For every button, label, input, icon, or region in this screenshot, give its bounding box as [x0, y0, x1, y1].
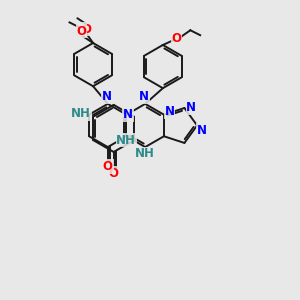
Text: N: N: [139, 91, 149, 103]
Text: NH: NH: [71, 107, 91, 120]
Text: N: N: [123, 108, 133, 121]
Text: N: N: [186, 101, 196, 115]
Text: O: O: [76, 25, 86, 38]
Text: O: O: [103, 160, 113, 173]
Text: N: N: [102, 91, 112, 103]
Text: O: O: [172, 32, 182, 45]
Text: O: O: [109, 167, 119, 180]
Text: O: O: [81, 23, 91, 36]
Text: N: N: [165, 105, 175, 118]
Text: NH: NH: [116, 134, 136, 147]
Text: N: N: [197, 124, 207, 137]
Text: NH: NH: [135, 147, 155, 161]
